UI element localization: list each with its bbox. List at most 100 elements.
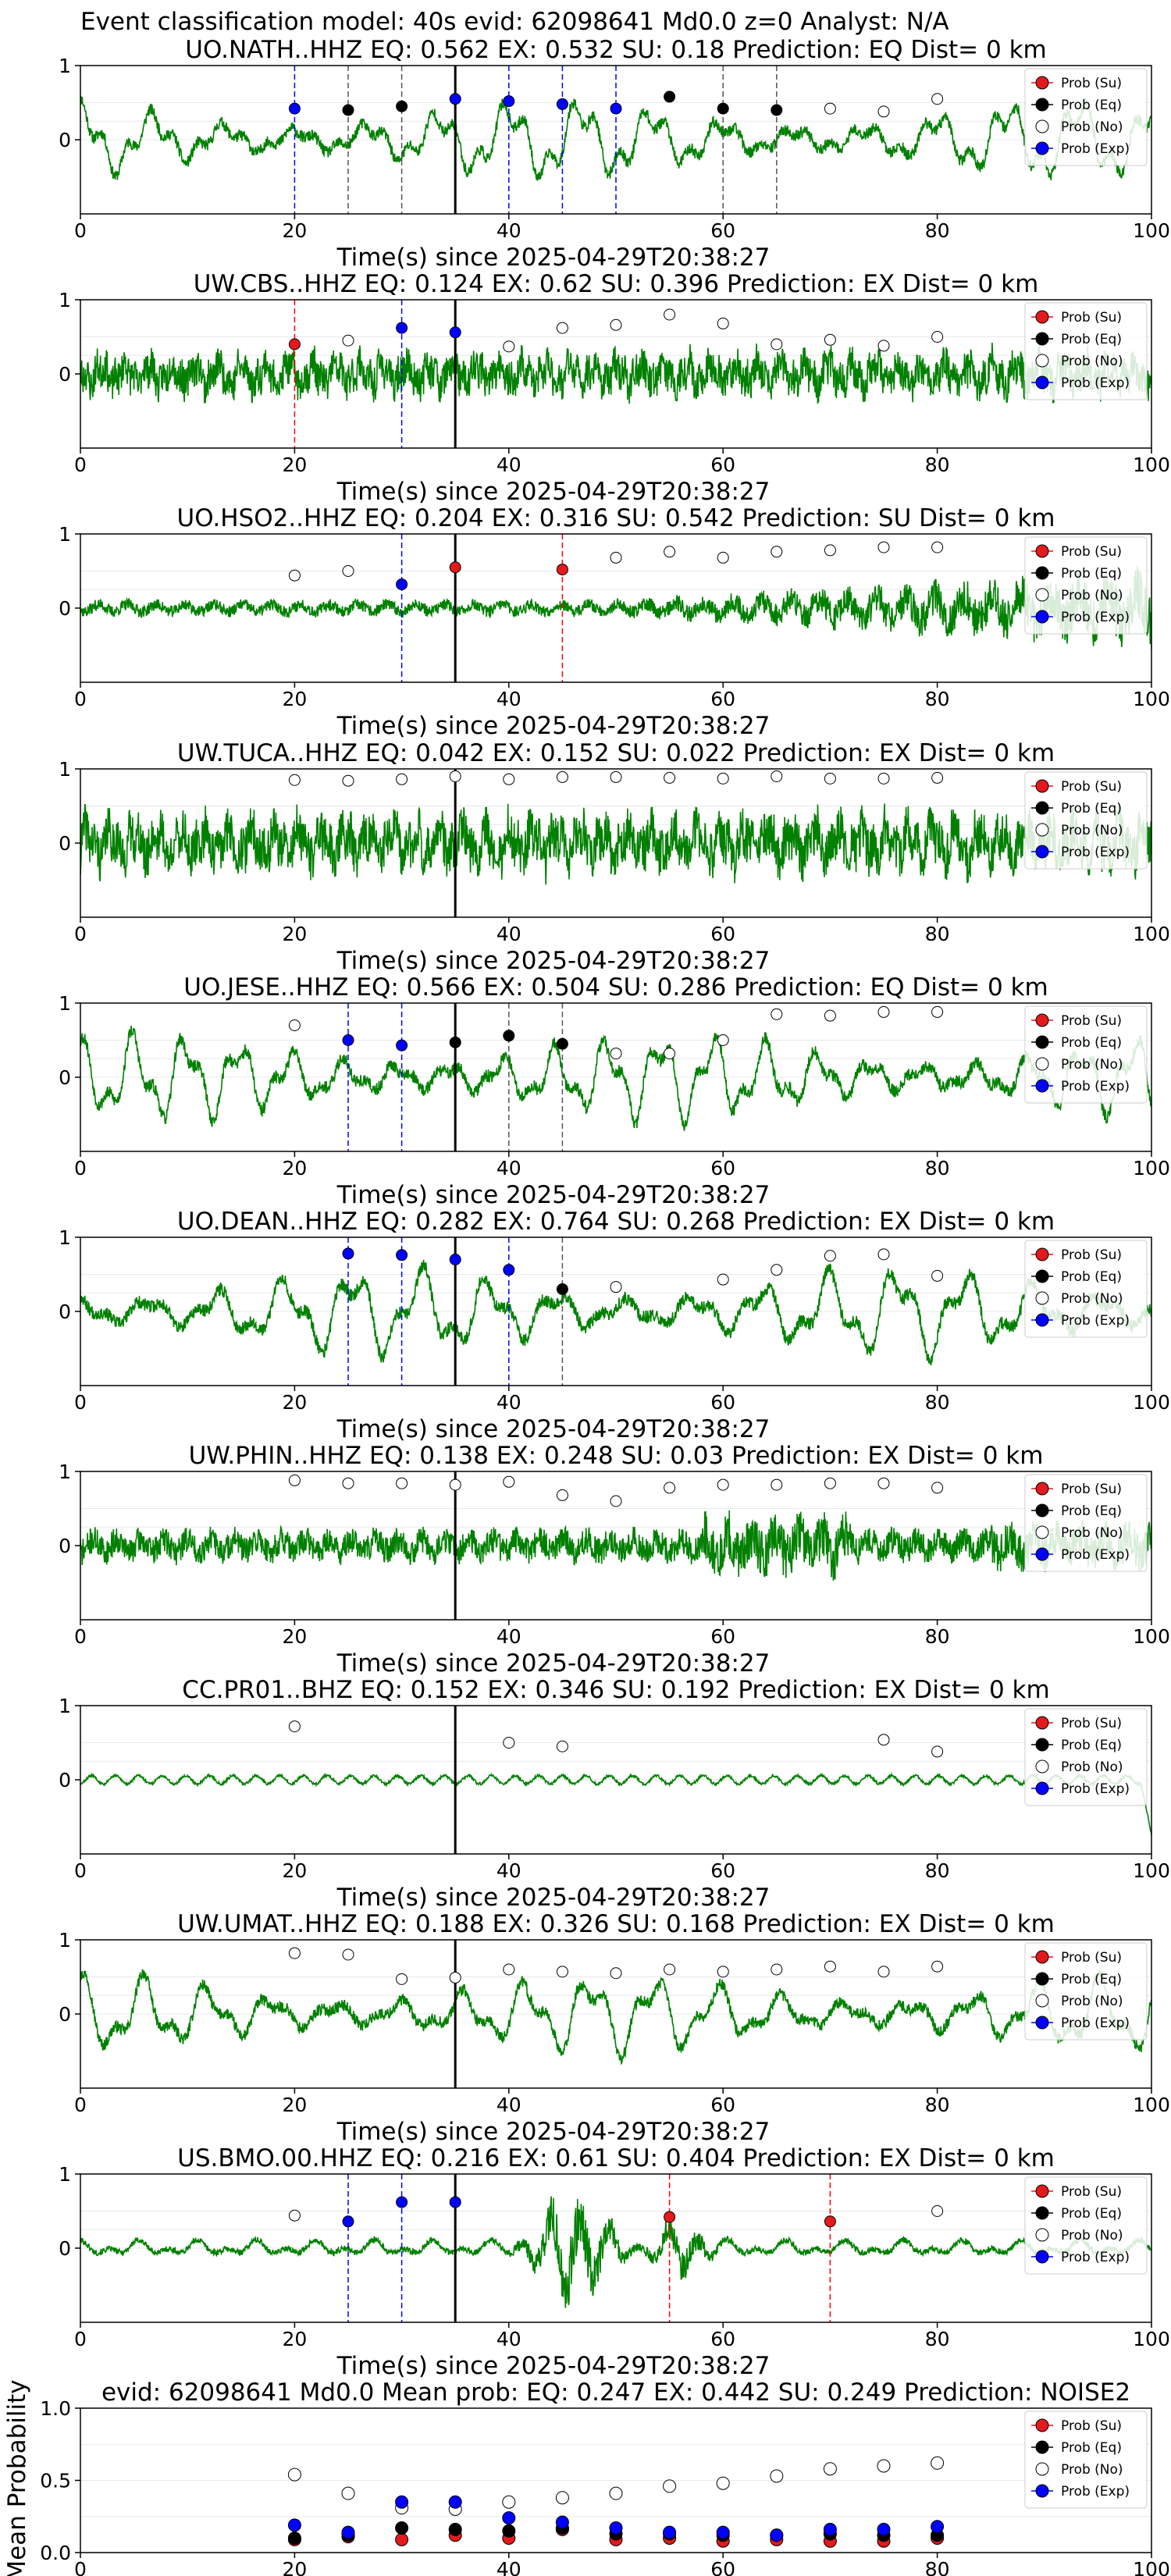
y-tick-label: 1 — [59, 1461, 71, 1483]
prob-marker-eq — [556, 1037, 568, 1050]
prob-marker-exp — [449, 1254, 461, 1265]
x-tick-label: 0 — [74, 1391, 87, 1414]
prob-marker-no — [824, 1250, 836, 1262]
legend-marker-su — [1035, 1716, 1049, 1730]
legend-label-su: Prob (Su) — [1061, 779, 1122, 795]
prob-marker-no — [771, 1963, 783, 1976]
x-tick-label: 100 — [1133, 2094, 1170, 2116]
y-tick-label: 1.0 — [40, 2397, 71, 2420]
prob-marker-no — [503, 1475, 515, 1488]
legend-marker-exp — [1035, 1547, 1049, 1561]
prob-marker-su — [824, 2215, 836, 2228]
mean-prob-marker-no — [877, 2459, 891, 2473]
x-tick-label: 40 — [497, 923, 521, 945]
legend-marker-no — [1035, 2228, 1049, 2242]
x-tick-label: 20 — [282, 1625, 307, 1648]
legend-box — [1024, 1240, 1148, 1338]
x-tick-label: 40 — [497, 2094, 521, 2116]
legend-label-exp: Prob (Exp) — [1061, 1313, 1130, 1329]
x-tick-label: 80 — [925, 1157, 950, 1179]
y-tick-label: 0 — [59, 2237, 71, 2260]
legend-label-exp: Prob (Exp) — [1061, 845, 1130, 860]
x-tick-label: 60 — [710, 2558, 735, 2576]
y-tick-label: 1 — [59, 289, 71, 311]
x-tick-label: 40 — [497, 1859, 521, 1882]
x-axis-label: Time(s) since 2025-04-29T20:38:27 — [336, 1181, 771, 1209]
legend-marker-exp — [1035, 610, 1049, 624]
panel-title: UO.JESE..HHZ EQ: 0.566 EX: 0.504 SU: 0.2… — [183, 973, 1048, 1002]
prob-marker-exp — [556, 98, 568, 110]
station-panel: UW.CBS..HHZ EQ: 0.124 EX: 0.62 SU: 0.396… — [59, 270, 1170, 506]
prob-marker-eq — [664, 91, 676, 103]
prob-marker-no — [396, 1477, 408, 1489]
prob-marker-no — [771, 1008, 783, 1020]
x-tick-label: 60 — [710, 219, 735, 242]
legend-marker-no — [1035, 1291, 1049, 1305]
x-tick-label: 100 — [1133, 1625, 1170, 1648]
x-tick-label: 40 — [497, 688, 521, 710]
legend-label-eq: Prob (Eq) — [1061, 2206, 1122, 2222]
legend-label-eq: Prob (Eq) — [1061, 801, 1122, 817]
legend-marker-exp — [1035, 2250, 1049, 2264]
mean-prob-marker-no — [502, 2495, 516, 2509]
prob-marker-exp — [342, 2215, 354, 2228]
prob-marker-no — [556, 770, 568, 783]
x-axis-label: Time(s) since 2025-04-29T20:38:27 — [336, 947, 771, 975]
prob-marker-exp — [396, 1039, 408, 1051]
x-tick-label: 100 — [1133, 454, 1170, 476]
x-tick-label: 60 — [710, 1625, 735, 1648]
x-tick-label: 60 — [710, 923, 735, 945]
legend-label-exp: Prob (Exp) — [1061, 2016, 1130, 2031]
prob-marker-no — [771, 546, 783, 558]
x-tick-label: 60 — [710, 688, 735, 710]
legend-label-no: Prob (No) — [1061, 1057, 1123, 1073]
prob-marker-no — [877, 1477, 890, 1489]
prob-marker-exp — [449, 326, 461, 339]
prob-marker-no — [288, 569, 301, 582]
x-tick-label: 80 — [925, 2558, 950, 2576]
legend-marker-eq — [1035, 1035, 1049, 1049]
prob-marker-no — [664, 771, 676, 784]
station-panel: UO.HSO2..HHZ EQ: 0.204 EX: 0.316 SU: 0.5… — [59, 504, 1170, 740]
mean-prob-marker-exp — [609, 2521, 623, 2535]
panel-title: US.BMO.00.HHZ EQ: 0.216 EX: 0.61 SU: 0.4… — [177, 2144, 1055, 2172]
legend-label-su: Prob (Su) — [1061, 1013, 1122, 1029]
prob-marker-eq — [342, 104, 354, 116]
legend-marker-su — [1035, 310, 1049, 324]
prob-marker-no — [396, 1973, 408, 1985]
x-tick-label: 20 — [282, 2094, 307, 2116]
legend-marker-eq — [1035, 2206, 1049, 2220]
prob-marker-no — [556, 1966, 568, 1978]
prob-marker-no — [931, 93, 944, 105]
prob-marker-no — [717, 1273, 729, 1286]
prob-marker-exp — [610, 102, 622, 115]
y-tick-label: 1 — [59, 1695, 71, 1717]
prob-marker-no — [877, 1248, 890, 1261]
x-axis-label: Time(s) since 2025-04-29T20:38:27 — [336, 1884, 771, 1912]
station-panel: UO.DEAN..HHZ EQ: 0.282 EX: 0.764 SU: 0.2… — [59, 1208, 1170, 1443]
x-tick-label: 80 — [925, 454, 950, 476]
legend-label-su: Prob (Su) — [1061, 2184, 1122, 2200]
y-tick-label: 0.0 — [40, 2542, 71, 2564]
legend-label-eq: Prob (Eq) — [1061, 1503, 1122, 1519]
x-tick-label: 80 — [925, 1859, 950, 1882]
prob-marker-no — [824, 772, 836, 785]
legend-box — [1024, 2411, 1148, 2509]
prob-marker-no — [931, 331, 944, 343]
legend-label-su: Prob (Su) — [1061, 1247, 1122, 1263]
prob-marker-exp — [396, 1249, 408, 1261]
prob-marker-no — [931, 771, 944, 784]
legend-box — [1024, 2176, 1148, 2275]
waveform-trace — [80, 342, 1151, 404]
prob-marker-no — [824, 102, 836, 115]
x-tick-label: 60 — [710, 2328, 735, 2350]
mean-prob-marker-exp — [287, 2518, 301, 2532]
mean-prob-marker-no — [770, 2469, 784, 2483]
legend-label-eq: Prob (Eq) — [1061, 2440, 1122, 2456]
legend-label-eq: Prob (Eq) — [1061, 98, 1122, 113]
mean-prob-marker-eq — [502, 2524, 516, 2538]
mean-prob-marker-exp — [448, 2495, 462, 2509]
prob-marker-no — [610, 318, 622, 331]
prob-marker-no — [342, 565, 354, 577]
